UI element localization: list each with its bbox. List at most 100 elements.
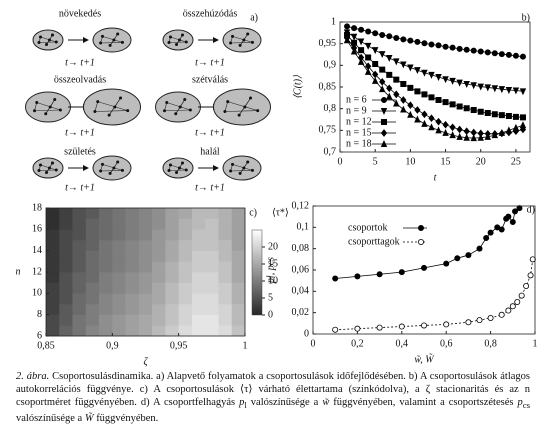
data-point xyxy=(379,32,386,39)
heat-cell xyxy=(165,282,179,294)
heat-cell xyxy=(46,272,60,283)
data-point xyxy=(414,38,421,45)
process-label: összehúzódás xyxy=(183,8,238,19)
heat-cell xyxy=(231,314,246,326)
data-point xyxy=(470,134,477,142)
heat-cell xyxy=(138,218,153,230)
data-point xyxy=(512,87,520,95)
y-tick-label: 1 xyxy=(331,16,336,27)
node xyxy=(44,112,48,116)
group-blob xyxy=(213,88,271,126)
data-point xyxy=(357,38,365,46)
heat-cell xyxy=(85,272,100,283)
heat-cell xyxy=(99,293,113,305)
y-tick-label: 0,95 xyxy=(319,38,337,49)
data-point xyxy=(498,128,506,136)
heat-cell xyxy=(99,261,113,273)
data-point xyxy=(435,117,442,126)
heat-cell xyxy=(125,282,140,294)
heat-cell xyxy=(218,314,233,326)
node xyxy=(229,169,233,173)
group-blob xyxy=(222,155,262,181)
heat-cell xyxy=(231,261,246,273)
heat-cell xyxy=(231,218,246,230)
heat-cell xyxy=(218,304,233,315)
heat-cell xyxy=(165,218,179,230)
data-point xyxy=(505,213,512,220)
legend-marker xyxy=(417,238,424,245)
edge xyxy=(227,101,258,111)
group-blob xyxy=(25,91,71,123)
heat-cell xyxy=(72,250,87,262)
node xyxy=(242,166,246,170)
node xyxy=(37,169,41,172)
node xyxy=(45,43,48,46)
legend-label: n = 9 xyxy=(346,105,367,116)
edge xyxy=(244,97,251,108)
node xyxy=(250,168,254,172)
node xyxy=(99,41,103,45)
data-point xyxy=(491,131,499,139)
data-point xyxy=(518,292,525,299)
heat-cell xyxy=(191,208,206,219)
heat-cell xyxy=(125,250,140,262)
x-tick-label: 20 xyxy=(476,156,486,167)
data-point xyxy=(519,53,526,60)
data-point xyxy=(456,103,463,110)
data-point xyxy=(351,25,358,32)
heat-cell xyxy=(165,304,179,315)
data-point xyxy=(407,110,414,118)
data-point xyxy=(449,44,456,51)
y-axis-label: pl, pcs xyxy=(265,257,276,284)
heat-cell xyxy=(231,208,246,219)
heat-cell xyxy=(112,229,126,241)
heat-cell xyxy=(152,240,166,251)
process-time: t→ t+1 xyxy=(65,57,95,68)
heat-cell xyxy=(59,240,73,251)
data-point xyxy=(456,125,463,134)
node xyxy=(39,163,42,167)
heat-cell xyxy=(152,325,166,337)
heat-cell xyxy=(218,229,233,241)
heat-cell xyxy=(59,304,73,315)
heat-cell xyxy=(99,240,113,251)
x-tick-label: 25 xyxy=(511,156,521,167)
data-point xyxy=(398,269,405,276)
node xyxy=(107,113,111,117)
heat-cell xyxy=(125,325,140,337)
heat-cell xyxy=(99,250,113,262)
heat-cell xyxy=(178,229,193,241)
node xyxy=(231,34,234,38)
heat-cell xyxy=(125,304,140,315)
heat-cell xyxy=(46,282,60,294)
data-point xyxy=(364,42,372,50)
heat-cell xyxy=(85,261,100,273)
y-tick-label: 6 xyxy=(37,330,42,341)
heat-cell xyxy=(59,282,73,294)
heat-cell xyxy=(191,240,206,251)
x-tick-label: 1 xyxy=(243,340,248,351)
data-point xyxy=(435,126,442,134)
legend-marker xyxy=(381,119,387,125)
node xyxy=(183,98,187,101)
heat-cell xyxy=(85,314,100,326)
heat-cell xyxy=(191,250,206,262)
heat-cell xyxy=(59,229,73,241)
data-point xyxy=(398,323,405,330)
data-point xyxy=(393,35,400,42)
node xyxy=(175,171,178,174)
heat-cell xyxy=(46,261,60,273)
node xyxy=(223,110,227,113)
node xyxy=(51,161,54,165)
process-time: t→ t+1 xyxy=(195,57,225,68)
data-point xyxy=(332,275,339,282)
legend-label: csoportok xyxy=(348,222,387,233)
node xyxy=(184,168,188,172)
data-point xyxy=(449,101,456,108)
data-point xyxy=(463,46,470,53)
legend-label: n = 6 xyxy=(346,94,367,105)
heat-cell xyxy=(191,314,206,326)
node xyxy=(116,160,120,164)
data-point xyxy=(498,51,505,58)
